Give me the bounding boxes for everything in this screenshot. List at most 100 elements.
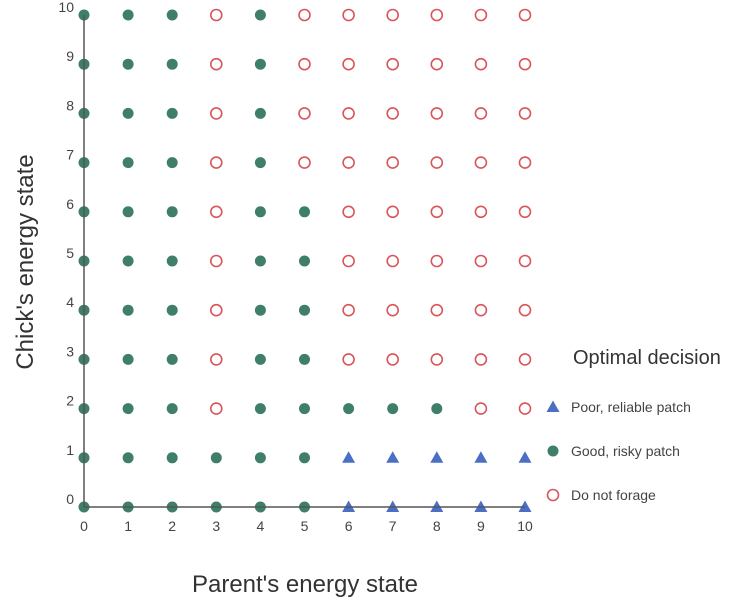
y-tick-label: 3 (66, 343, 74, 359)
point-none-x10-y4 (518, 303, 532, 317)
point-none-x5-y7 (298, 156, 311, 169)
point-none-x10-y3 (518, 353, 532, 366)
point-none-x6-y10 (342, 8, 355, 22)
point-none-x3-y7 (210, 156, 223, 169)
point-none-x7-y4 (386, 303, 400, 317)
point-none-x9-y10 (474, 8, 488, 22)
point-none-x8-y3 (430, 353, 444, 366)
point-good-x3-y1 (210, 452, 222, 464)
legend-label-none: Do not forage (571, 487, 656, 503)
point-good-x1-y9 (122, 58, 134, 70)
point-good-x2-y10 (166, 9, 178, 21)
point-none-x8-y6 (430, 205, 444, 219)
point-good-x1-y1 (122, 452, 134, 464)
point-none-x3-y6 (210, 205, 223, 219)
point-poor-x10-y1 (518, 451, 532, 463)
point-good-x1-y7 (122, 157, 134, 169)
point-good-x4-y1 (254, 452, 266, 464)
point-poor-x9-y1 (474, 451, 488, 463)
x-tick-label: 8 (433, 518, 441, 534)
point-good-x5-y6 (299, 206, 310, 218)
point-none-x6-y9 (342, 57, 355, 71)
point-good-x2-y2 (166, 403, 178, 415)
point-none-x3-y5 (210, 254, 223, 268)
legend: Optimal decision Poor, reliable patch Goo… (546, 347, 721, 503)
chart-marks (78, 8, 532, 513)
point-none-x3-y10 (210, 8, 223, 22)
y-tick-label: 6 (66, 196, 74, 212)
point-none-x9-y4 (474, 303, 488, 317)
point-none-x8-y10 (430, 8, 444, 22)
y-tick-label: 10 (58, 0, 74, 15)
point-poor-x8-y1 (430, 451, 444, 463)
point-none-x10-y10 (518, 8, 532, 22)
point-none-x10-y8 (518, 107, 532, 120)
x-tick-label: 2 (168, 518, 176, 534)
point-none-x10-y5 (518, 254, 532, 268)
point-none-x8-y7 (430, 156, 444, 169)
point-none-x6-y5 (342, 254, 355, 268)
y-tick-label: 2 (66, 393, 74, 409)
point-none-x7-y6 (386, 205, 400, 219)
x-tick-label: 3 (212, 518, 220, 534)
point-good-x2-y9 (166, 58, 178, 70)
point-none-x3-y4 (210, 303, 223, 317)
point-none-x9-y3 (474, 353, 488, 366)
point-good-x4-y8 (254, 107, 266, 119)
legend-marker-poor (546, 400, 560, 412)
legend-marker-none (546, 488, 560, 502)
point-none-x3-y9 (210, 57, 223, 71)
point-none-x10-y6 (518, 205, 532, 219)
x-tick-label: 0 (80, 518, 88, 534)
point-none-x6-y3 (342, 353, 355, 366)
point-none-x9-y7 (474, 156, 488, 169)
point-poor-x6-y1 (342, 451, 356, 463)
point-none-x8-y9 (430, 57, 444, 71)
point-none-x8-y5 (430, 254, 444, 268)
point-good-x4-y9 (254, 58, 266, 70)
point-none-x9-y8 (474, 107, 488, 120)
x-tick-label: 4 (257, 518, 265, 534)
legend-label-good: Good, risky patch (571, 443, 680, 459)
x-tick-label: 9 (477, 518, 485, 534)
point-good-x4-y5 (254, 255, 266, 267)
point-good-x6-y2 (343, 403, 355, 415)
point-none-x7-y3 (386, 353, 400, 366)
point-none-x3-y2 (210, 402, 223, 415)
x-tick-label: 10 (517, 518, 533, 534)
point-good-x1-y4 (122, 304, 134, 316)
point-good-x2-y8 (166, 107, 178, 119)
point-good-x1-y5 (122, 255, 134, 267)
y-tick-label: 0 (66, 491, 74, 507)
legend-marker-good (547, 445, 559, 457)
point-none-x8-y4 (430, 303, 444, 317)
point-none-x3-y8 (210, 107, 223, 120)
legend-title: Optimal decision (573, 347, 721, 369)
point-good-x2-y1 (166, 452, 178, 464)
point-good-x2-y4 (166, 304, 178, 316)
x-axis-title: Parent's energy state (192, 571, 418, 598)
point-good-x1-y2 (122, 403, 134, 415)
point-good-x7-y2 (387, 403, 399, 415)
x-tick-label: 5 (301, 518, 309, 534)
point-good-x5-y3 (299, 353, 310, 365)
point-none-x7-y5 (386, 254, 400, 268)
point-none-x10-y7 (518, 156, 532, 169)
point-good-x8-y2 (431, 403, 443, 415)
point-good-x5-y1 (299, 452, 310, 464)
x-tick-label: 1 (124, 518, 132, 534)
point-none-x6-y8 (342, 107, 355, 120)
point-good-x2-y3 (166, 353, 178, 365)
point-none-x7-y7 (386, 156, 400, 169)
point-none-x9-y6 (474, 205, 488, 219)
point-none-x9-y9 (474, 57, 488, 71)
point-none-x6-y7 (342, 156, 355, 169)
point-none-x5-y9 (298, 57, 311, 71)
y-tick-labels: 0 1 2 3 4 5 6 7 8 9 10 (58, 0, 74, 507)
point-good-x4-y3 (254, 353, 266, 365)
y-tick-label: 7 (66, 147, 74, 163)
point-good-x1-y8 (122, 107, 134, 119)
legend-label-poor: Poor, reliable patch (571, 399, 691, 415)
point-none-x9-y2 (474, 402, 488, 415)
